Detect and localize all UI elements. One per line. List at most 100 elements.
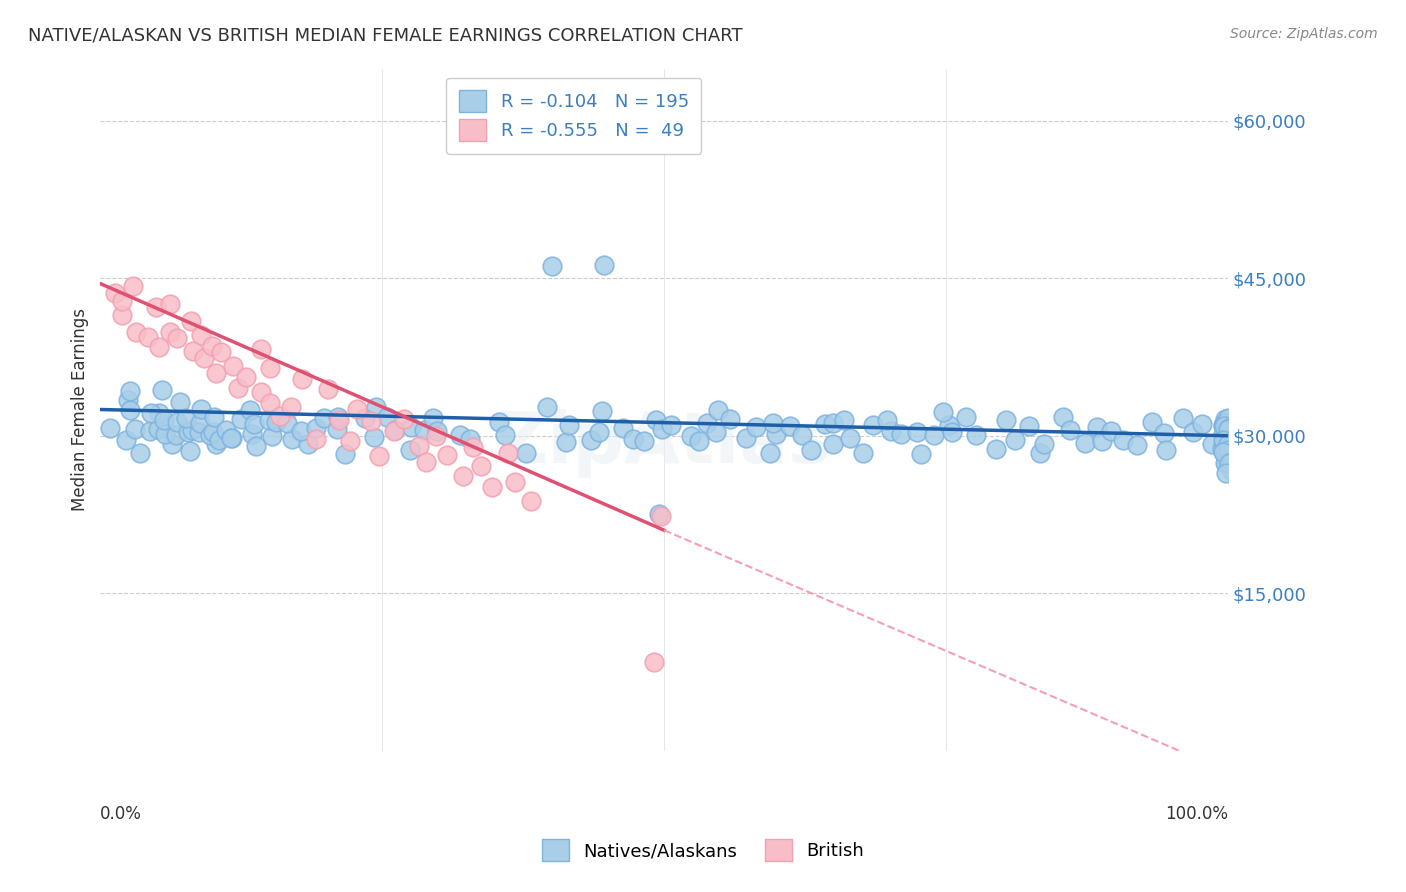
Point [1220, 441, 1243, 455]
Point [1171, 410, 1194, 425]
Point [120, 384, 142, 399]
Point [1213, 412, 1236, 426]
Point [150, 383, 173, 397]
Point [205, 436, 228, 450]
Point [984, 442, 1007, 457]
Point [214, 423, 236, 437]
Point [179, 443, 201, 458]
Point [579, 433, 602, 447]
Point [328, 413, 350, 427]
Point [98, 421, 121, 435]
Point [515, 446, 537, 460]
Point [536, 400, 558, 414]
Point [1218, 421, 1240, 435]
Point [276, 416, 298, 430]
Point [422, 410, 444, 425]
Point [436, 449, 458, 463]
Point [176, 410, 198, 425]
Point [1018, 419, 1040, 434]
Point [1220, 455, 1243, 469]
Point [1213, 444, 1236, 458]
Point [1216, 425, 1239, 440]
Point [651, 422, 673, 436]
Legend: Natives/Alaskans, British: Natives/Alaskans, British [530, 827, 876, 874]
Point [260, 429, 283, 443]
Point [1222, 416, 1244, 430]
Point [125, 325, 148, 339]
Point [555, 434, 578, 449]
Point [412, 423, 434, 437]
Point [297, 437, 319, 451]
Point [312, 410, 335, 425]
Point [814, 417, 837, 431]
Point [659, 418, 682, 433]
Point [688, 434, 710, 449]
Point [1218, 429, 1240, 443]
Point [104, 286, 127, 301]
Point [1219, 441, 1241, 455]
Point [1213, 456, 1236, 470]
Text: ZipAtlas: ZipAtlas [496, 409, 832, 478]
Point [591, 404, 613, 418]
Point [1218, 437, 1240, 451]
Point [648, 507, 671, 521]
Point [1215, 457, 1237, 471]
Point [955, 410, 977, 425]
Point [166, 331, 188, 345]
Point [202, 409, 225, 424]
Point [1218, 427, 1240, 442]
Point [994, 413, 1017, 427]
Point [145, 300, 167, 314]
Point [257, 413, 280, 427]
Point [503, 475, 526, 490]
Point [1216, 434, 1239, 449]
Point [326, 422, 349, 436]
Point [180, 423, 202, 437]
Point [111, 308, 134, 322]
Point [333, 447, 356, 461]
Point [250, 385, 273, 400]
Point [114, 433, 136, 447]
Point [1212, 427, 1234, 442]
Point [201, 339, 224, 353]
Point [1215, 430, 1237, 444]
Point [169, 394, 191, 409]
Point [1004, 433, 1026, 447]
Point [1216, 442, 1239, 456]
Point [166, 415, 188, 429]
Point [1211, 442, 1233, 456]
Point [1218, 410, 1240, 425]
Point [316, 382, 339, 396]
Point [593, 258, 616, 272]
Point [1212, 434, 1234, 448]
Point [761, 416, 783, 430]
Point [138, 329, 160, 343]
Point [823, 416, 845, 430]
Point [876, 412, 898, 426]
Point [305, 421, 328, 435]
Point [1222, 437, 1244, 451]
Point [1191, 417, 1213, 432]
Point [1218, 456, 1240, 470]
Point [704, 425, 727, 440]
Point [1220, 444, 1243, 458]
Point [208, 433, 231, 447]
Point [612, 420, 634, 434]
Point [1126, 438, 1149, 452]
Point [1219, 437, 1241, 451]
Point [621, 432, 644, 446]
Point [1215, 466, 1237, 480]
Point [643, 655, 665, 669]
Point [1218, 436, 1240, 450]
Point [1099, 424, 1122, 438]
Y-axis label: Median Female Earnings: Median Female Earnings [72, 308, 89, 511]
Point [146, 422, 169, 436]
Point [1222, 416, 1244, 430]
Point [1220, 457, 1243, 471]
Point [181, 344, 204, 359]
Point [1222, 436, 1244, 450]
Point [839, 431, 862, 445]
Point [239, 402, 262, 417]
Point [228, 381, 250, 395]
Point [1222, 436, 1244, 450]
